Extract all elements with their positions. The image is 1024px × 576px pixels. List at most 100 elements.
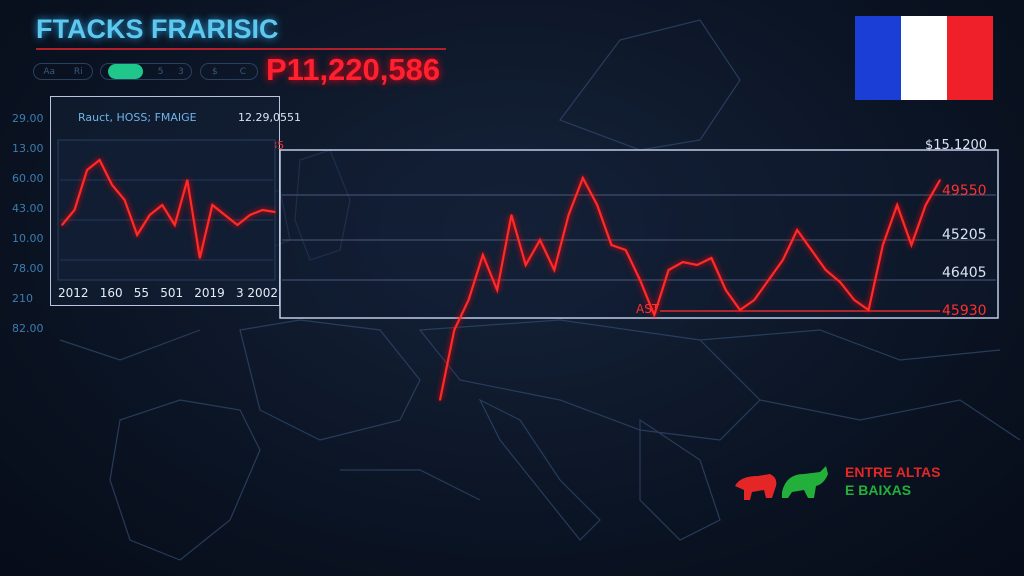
main-series-line-point [724,289,727,291]
main-series-line-point [582,177,584,179]
price-readout: P11,220,586 [266,52,441,87]
left-y-tick: 78.00 [12,262,44,275]
main-series-line-point [753,299,756,301]
main-series-line-point [810,249,813,251]
main-y-tick: 49550 [942,183,987,199]
title-divider [36,48,446,50]
left-series-line [61,158,276,259]
main-series-line-point [910,244,913,246]
left-y-tick: 82.00 [12,322,44,335]
left-series-line-point [148,214,151,216]
left-y-tick: 210 [12,292,33,305]
toggle-group-1[interactable]: Aa Ri [33,63,93,80]
bear-bull-logo-icon [735,466,828,500]
main-series-line-point [696,264,698,266]
left-series-line-point [199,257,201,259]
left-series-line-point [61,224,63,226]
main-series-line-point [639,279,641,281]
main-series-line-point [453,329,456,331]
main-series-line-point [653,314,656,316]
left-series-line-point [186,179,189,181]
page-title: FTACKS FRARISIC [36,14,279,44]
logo-line-2: E BAIXAS [845,482,912,498]
left-series-line-point [173,224,176,226]
toggle-label: Ri [73,66,83,77]
left-y-tick: 60.00 [12,172,44,185]
left-chart-subtitle: 12.29,0551 [238,111,301,124]
toggle-label: $ [211,66,218,77]
toggle-group-3[interactable]: $ C [200,63,258,80]
left-y-tick: 13.00 [12,142,44,155]
main-series-line-point [567,214,570,216]
left-y-tick: 10.00 [12,232,44,245]
left-series-line-point [236,224,239,226]
left-x-tick: 3 2002 [235,286,278,300]
brand-logo-text: ENTRE ALTAS E BAIXAS [845,463,940,499]
main-series-line-point [739,309,741,311]
left-series-line-point [98,159,101,161]
left-x-tick: 55 [133,286,150,300]
left-series-line-point [274,211,276,213]
left-series-line-point [211,204,214,206]
main-series-line-point [767,279,770,281]
main-series-line-point [496,289,498,291]
main-series-line-point [524,264,527,266]
main-series-line-point [867,309,870,311]
left-series-line-point [261,209,264,211]
main-series-line-point [667,269,670,271]
left-series-line-point [123,199,126,201]
left-y-tick: 43.00 [12,202,44,215]
main-chart-top-value: $15.1200 [925,138,988,153]
main-y-tick: 45205 [942,227,987,243]
main-series-line-point [839,281,841,283]
main-series-line-point [853,299,856,301]
left-x-tick: 160 [99,286,123,300]
logo-line-1: ENTRE ALTAS [845,464,941,480]
flag-stripe [947,16,993,100]
main-series-line-point [824,269,827,271]
main-series-line-point [796,229,798,231]
main-series-line-point [439,399,441,401]
main-series-line-point [539,239,541,241]
flag-stripe [901,16,947,100]
main-series-line-point [510,214,513,216]
left-chart-title: Rauct, HOSS; FMAIGE [78,111,197,124]
main-series-line-point [482,254,484,256]
main-series-line-point [782,259,784,261]
main-series-label: AST [636,302,660,316]
flag-stripe [855,16,901,100]
france-flag [855,16,993,100]
left-series-line-point [224,214,226,216]
main-series-line-point [624,249,627,251]
left-series-line-point [161,204,164,206]
main-series-line-point [553,269,556,271]
toggle-label: C [239,66,246,77]
left-x-axis: 2012 160 55 501 2019 3 2002 [58,286,278,300]
main-chart-panel [279,149,999,319]
main-y-tick: 45930 [942,303,987,319]
main-series-line-point [610,244,613,246]
left-x-tick: 2012 [58,286,89,300]
toggle-label: 3 [177,66,184,77]
left-series-line-point [111,184,113,186]
left-series-line-point [73,209,76,211]
main-series-line-point [467,299,470,301]
toggle-label: Aa [43,66,56,77]
left-x-tick: 501 [160,286,184,300]
left-series-line-point [86,169,88,171]
main-series-line-point [596,204,598,206]
left-series-line-point [136,234,138,236]
toggle-label: 5 [157,66,164,77]
left-series-line-point [249,214,251,216]
left-y-tick: 29.00 [12,112,44,125]
main-series-line-point [682,261,684,263]
main-series-line-point [882,244,884,246]
main-y-tick: 46405 [942,265,987,281]
main-series-line-point [710,257,713,259]
main-series-line-point [939,179,941,181]
toggle-active[interactable] [108,64,144,79]
main-series-line [438,175,941,401]
left-x-tick: 2019 [194,286,225,300]
